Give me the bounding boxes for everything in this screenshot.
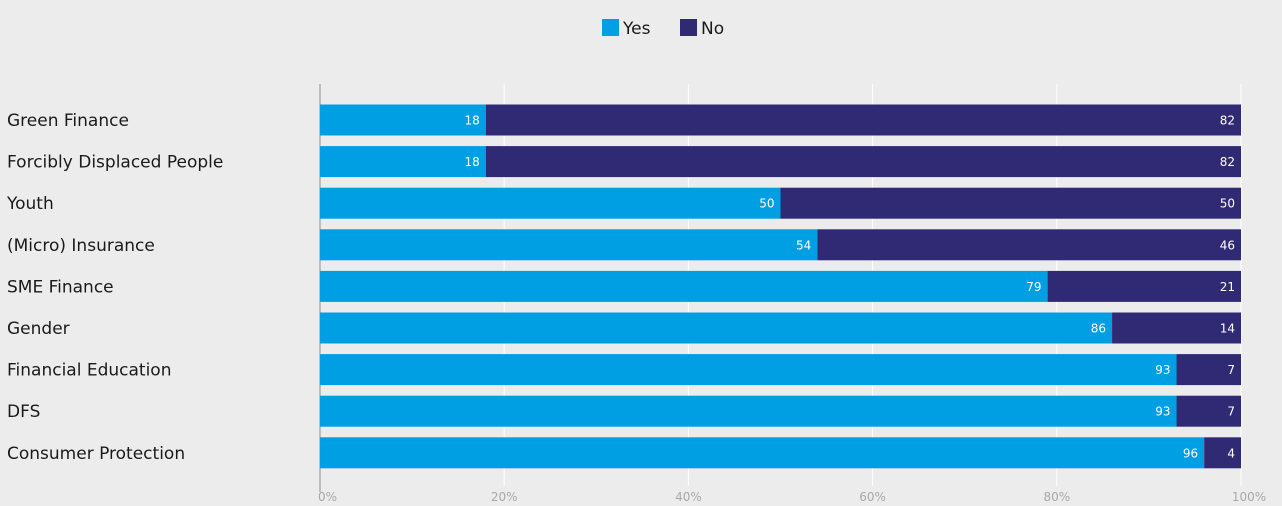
data-label-yes: 54: [796, 238, 811, 252]
bar-no: [1176, 354, 1241, 386]
bar-yes: [320, 312, 1113, 344]
bars: 18 82 18 82 50 50 54 46 79 21 86 14 93 7 93 7 96 4: [320, 104, 1241, 469]
bar-no: [485, 146, 1241, 178]
data-label-no: 7: [1227, 363, 1235, 377]
data-label-no: 50: [1220, 197, 1235, 211]
category-label: Financial Education: [7, 361, 171, 381]
x-tick-label: 60%: [859, 490, 886, 504]
category-label: SME Finance: [7, 277, 114, 297]
data-label-yes: 93: [1155, 363, 1170, 377]
bar-yes: [320, 437, 1205, 469]
bar-yes: [320, 104, 486, 136]
category-label: DFS: [7, 402, 40, 422]
category-label: Green Finance: [7, 111, 129, 131]
bar-yes: [320, 395, 1177, 427]
data-label-yes: 93: [1155, 405, 1170, 419]
category-label: Forcibly Displaced People: [7, 153, 223, 173]
data-label-no: 21: [1220, 280, 1235, 294]
bar-no: [817, 229, 1241, 261]
data-label-yes: 79: [1026, 280, 1041, 294]
category-label: (Micro) Insurance: [7, 236, 155, 256]
x-axis: 0% 20% 40% 60% 80% 100%: [318, 490, 1266, 504]
data-label-yes: 96: [1183, 446, 1198, 460]
data-label-yes: 86: [1091, 322, 1106, 336]
legend-swatch-no: [680, 19, 697, 36]
legend-swatch-yes: [602, 19, 619, 36]
data-label-no: 82: [1220, 114, 1235, 128]
bar-yes: [320, 187, 781, 219]
category-label: Youth: [6, 194, 54, 214]
bar-no: [1176, 395, 1241, 427]
bar-no: [1204, 437, 1241, 469]
legend: Yes No: [602, 19, 724, 39]
bar-no: [1047, 270, 1241, 302]
legend-label-no: No: [701, 19, 724, 39]
bar-no: [780, 187, 1241, 219]
x-tick-label: 100%: [1232, 490, 1266, 504]
x-tick-label: 80%: [1043, 490, 1070, 504]
data-label-yes: 18: [464, 155, 479, 169]
category-label: Consumer Protection: [7, 444, 185, 464]
x-tick-label: 20%: [491, 490, 518, 504]
bar-yes: [320, 229, 818, 261]
data-label-no: 14: [1220, 322, 1235, 336]
x-tick-label: 0%: [318, 490, 337, 504]
data-label-no: 82: [1220, 155, 1235, 169]
data-label-no: 7: [1227, 405, 1235, 419]
bar-yes: [320, 354, 1177, 386]
category-labels: Green Finance Forcibly Displaced People Yo…: [6, 111, 223, 464]
bar-no: [1112, 312, 1241, 344]
bar-yes: [320, 270, 1048, 302]
x-tick-label: 40%: [675, 490, 702, 504]
category-label: Gender: [7, 319, 70, 339]
bar-yes: [320, 146, 486, 178]
data-label-yes: 18: [464, 114, 479, 128]
data-label-no: 4: [1227, 446, 1235, 460]
bar-no: [485, 104, 1241, 136]
data-label-yes: 50: [759, 197, 774, 211]
legend-label-yes: Yes: [622, 19, 651, 39]
data-label-no: 46: [1220, 238, 1235, 252]
